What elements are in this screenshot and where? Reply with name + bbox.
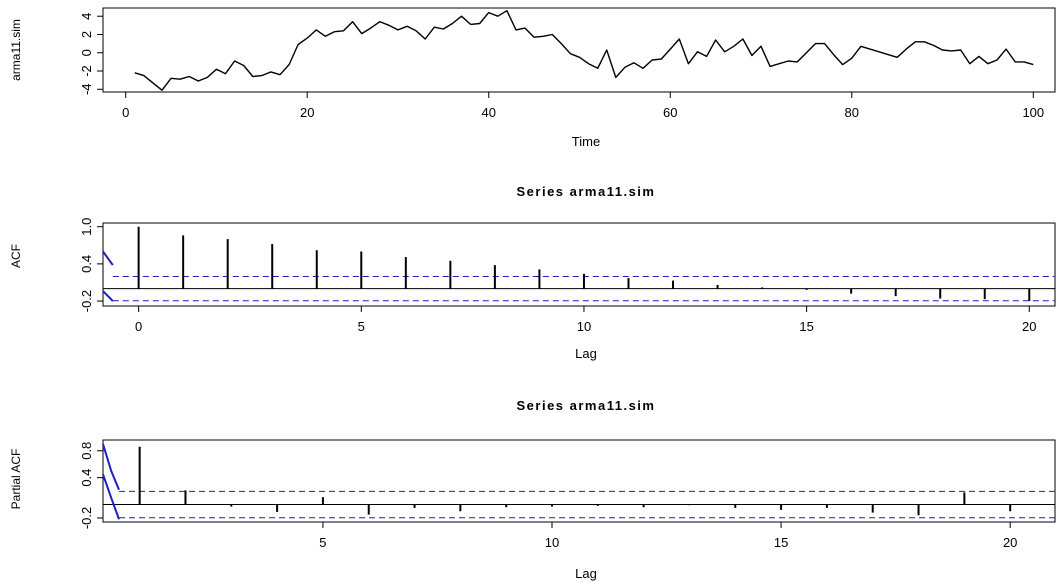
time-series-ylabel: arma11.sim: [9, 19, 23, 81]
pacf-xtick-label: 15: [774, 535, 788, 550]
pacf-xtick-label: 20: [1003, 535, 1017, 550]
time-series-xlabel: Time: [572, 134, 600, 149]
acf-ci-curve-lower: [102, 290, 114, 302]
pacf-ytick-label: -0.2: [79, 507, 94, 529]
acf-ytick-label: -0.2: [79, 290, 94, 312]
acf-xtick-label: 15: [799, 319, 813, 334]
acf-panel: Series arma11.sim -0.2 0.4 1.0 0 5 10 15 20 ACF…: [9, 184, 1056, 361]
time-series-xtick-label: 60: [663, 105, 677, 120]
acf-xtick-label: 20: [1022, 319, 1036, 334]
acf-xtick-label: 10: [577, 319, 591, 334]
time-series-xtick-label: 40: [482, 105, 496, 120]
time-series-frame: [102, 7, 1056, 93]
acf-plot-area: -0.2 0.4 1.0 0 5 10 15 20: [79, 218, 1056, 334]
pacf-xtick-label: 5: [319, 535, 326, 550]
pacf-ytick-label: 0.4: [79, 469, 94, 487]
acf-xtick-label: 5: [358, 319, 365, 334]
time-series-xtick-label: 80: [845, 105, 859, 120]
pacf-frame: [102, 439, 1056, 523]
acf-ci-curve-upper: [102, 250, 114, 266]
pacf-ci-curve-upper: [102, 443, 120, 491]
acf-ylabel: ACF: [9, 244, 23, 268]
time-series-xtick-label: 100: [1022, 105, 1044, 120]
time-series-ytick-label: 0: [79, 49, 94, 56]
time-series-line: [134, 9, 1034, 91]
acf-ytick-label: 0.4: [79, 255, 94, 273]
pacf-xtick-label: 10: [545, 535, 559, 550]
time-series-xtick-label: 20: [300, 105, 314, 120]
time-series-ytick-label: -2: [79, 65, 94, 77]
pacf-ci-curve-lower: [102, 473, 120, 520]
pacf-panel: Series arma11.sim -0.2 0.4 0.8 5 10 15 20 Part…: [9, 398, 1056, 581]
time-series-ytick-label: 4: [79, 13, 94, 20]
pacf-xlabel: Lag: [575, 566, 597, 581]
time-series-ytick-label: -4: [79, 83, 94, 95]
time-series-xtick-label: 0: [122, 105, 129, 120]
pacf-title: Series arma11.sim: [517, 398, 656, 413]
pacf-plot-area: -0.2 0.4 0.8 5 10 15 20: [79, 439, 1056, 550]
acf-xtick-label: 0: [135, 319, 142, 334]
pacf-ytick-label: 0.8: [79, 442, 94, 460]
acf-xlabel: Lag: [575, 346, 597, 361]
acf-ytick-label: 1.0: [79, 218, 94, 236]
time-series-ytick-label: 2: [79, 31, 94, 38]
acf-title: Series arma11.sim: [517, 184, 656, 199]
pacf-ylabel: Partial ACF: [9, 449, 23, 510]
acf-frame: [102, 222, 1056, 307]
